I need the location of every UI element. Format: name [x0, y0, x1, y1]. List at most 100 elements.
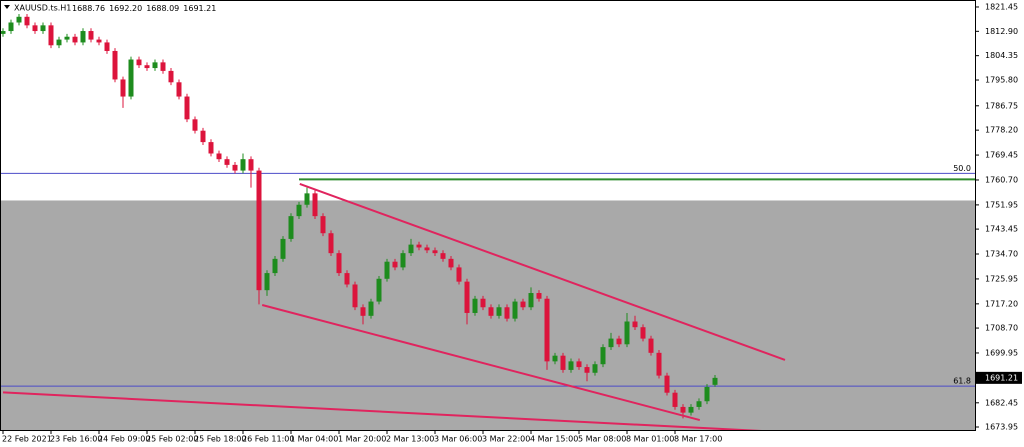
candle-body — [560, 355, 566, 370]
candle-body — [296, 204, 302, 217]
y-tick-label: 1743.45 — [985, 225, 1018, 234]
candle-body — [208, 142, 214, 154]
y-tick-label: 1734.70 — [985, 250, 1018, 259]
candle-body — [440, 253, 446, 259]
candle-body — [584, 367, 590, 373]
candle-body — [352, 284, 358, 308]
candle-body — [688, 406, 694, 413]
candle-body — [192, 119, 198, 131]
candle-body — [88, 31, 94, 40]
candle-body — [576, 361, 582, 368]
fib-level-label: 50.0 — [953, 164, 971, 173]
candle-body — [408, 244, 414, 254]
trendline — [299, 183, 786, 361]
ohlc-value: 1688.76 — [72, 4, 105, 13]
candle-body — [632, 321, 638, 328]
candle-body — [8, 22, 14, 32]
candle-body — [616, 338, 622, 345]
x-tick-label: 23 Feb 16:00 — [50, 435, 102, 444]
y-tick-label: 1778.20 — [985, 126, 1018, 135]
y-tick-label: 1760.70 — [985, 175, 1018, 184]
x-tick-label: 5 Mar 08:00 — [578, 435, 626, 444]
candle-body — [80, 31, 86, 43]
candle-body — [504, 307, 510, 319]
candle-body — [712, 377, 718, 385]
candle-body — [304, 193, 310, 205]
candle-body — [336, 253, 342, 274]
candle-body — [480, 298, 486, 308]
candle-body — [496, 307, 502, 316]
x-tick-label: 4 Mar 15:00 — [530, 435, 578, 444]
candle-body — [72, 36, 78, 43]
x-tick-label: 1 Mar 20:00 — [338, 435, 386, 444]
candle-body — [272, 258, 278, 274]
candle-body — [624, 321, 630, 345]
x-tick-label: 2 Mar 13:00 — [386, 435, 434, 444]
candle-body — [312, 193, 318, 217]
candle-body — [536, 293, 542, 299]
candle-body — [40, 25, 46, 32]
fib-level-label: 61.8 — [953, 377, 971, 386]
candle-body — [168, 70, 174, 83]
candle-body — [240, 159, 246, 171]
candle-body — [648, 338, 654, 353]
candle-body — [216, 153, 222, 160]
candle-body — [120, 79, 126, 97]
candle-body — [568, 361, 574, 370]
plot-frame — [0, 0, 976, 431]
candle-body — [704, 387, 710, 402]
y-tick-label: 1769.45 — [985, 151, 1018, 160]
candle-body — [680, 406, 686, 413]
trendline — [261, 304, 701, 422]
y-tick-label: 1804.35 — [985, 51, 1018, 60]
candle-body — [136, 59, 142, 66]
candle-body — [128, 59, 134, 97]
candle-body — [288, 216, 294, 239]
y-tick-label: 1717.20 — [985, 299, 1018, 308]
y-tick-label: 1751.95 — [985, 200, 1018, 209]
candle-body — [520, 301, 526, 308]
x-tick-label: 1 Mar 04:00 — [290, 435, 338, 444]
x-tick-label: 3 Mar 06:00 — [434, 435, 482, 444]
candle-body — [320, 216, 326, 234]
ohlc-value: 1691.21 — [183, 4, 216, 13]
x-tick-label: 8 Mar 01:00 — [626, 435, 674, 444]
x-tick-label: 24 Feb 09:00 — [98, 435, 150, 444]
candle-body — [392, 261, 398, 268]
zone — [0, 200, 975, 430]
candle-body — [400, 253, 406, 268]
candle-body — [656, 352, 662, 376]
candle-body — [600, 347, 606, 365]
candle-body — [232, 164, 238, 171]
candle-body — [104, 42, 110, 51]
candle-body — [0, 31, 6, 34]
y-tick-label: 1795.80 — [985, 76, 1018, 85]
x-tick-label: 8 Mar 17:00 — [674, 435, 722, 444]
symbol-arrow — [4, 5, 10, 9]
x-tick-label: 22 Feb 2021 — [2, 435, 52, 444]
y-tick-label: 1699.95 — [985, 348, 1018, 357]
candle-body — [360, 307, 366, 316]
candle-body — [112, 50, 118, 80]
candle-body — [264, 273, 270, 291]
candle-body — [48, 25, 54, 46]
candle-body — [448, 258, 454, 268]
candle-body — [512, 301, 518, 319]
candle-body — [56, 39, 62, 46]
candle-body — [328, 233, 334, 254]
candle-body — [664, 375, 670, 393]
candle-body — [472, 298, 478, 313]
candle-body — [344, 273, 350, 285]
candle-body — [160, 62, 166, 71]
candle-body — [416, 244, 422, 248]
candle-body — [184, 96, 190, 120]
candle-body — [280, 238, 286, 259]
ohlc-readout: 1688.76 1692.20 1688.09 1691.21 — [72, 4, 216, 13]
candle-body — [200, 130, 206, 143]
candle-body — [384, 261, 390, 279]
y-tick-label: 1821.45 — [985, 2, 1018, 11]
x-tick-label: 25 Feb 18:00 — [194, 435, 246, 444]
candle-body — [96, 39, 102, 43]
candle-body — [24, 16, 30, 26]
